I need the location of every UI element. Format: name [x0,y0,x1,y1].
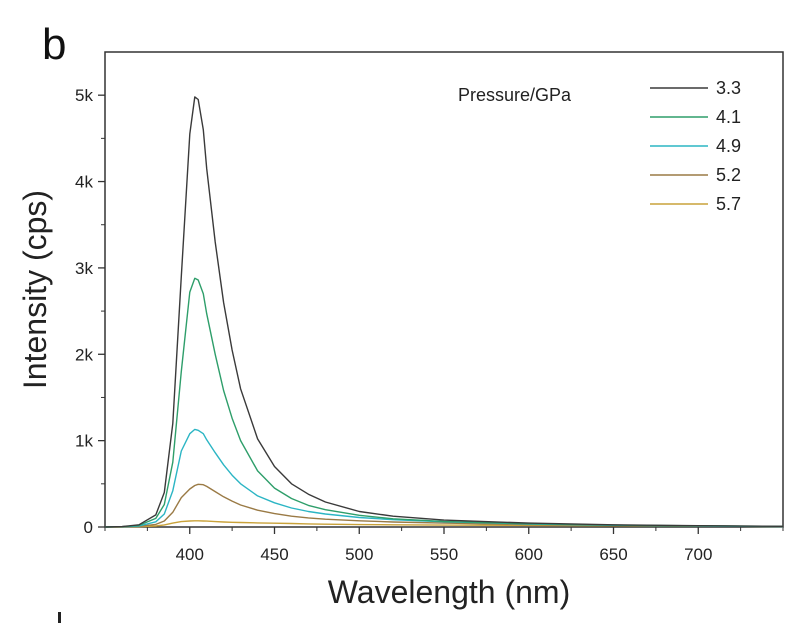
panel-label: b [42,20,67,69]
y-tick-label: 4k [75,173,93,192]
y-axis-label: Intensity (cps) [17,190,53,389]
axes: 400 450 500 550 600 650 700 0 1k 2k 3k 4k 5k Waveleng… [17,51,784,610]
y-tick-label: 3k [75,259,93,278]
legend: Pressure/GPa 3.3 4.1 4.9 5.2 5.7 [458,78,741,214]
legend-entry-label: 4.1 [716,107,741,127]
stray-mark [58,612,61,623]
y-tick-label: 0 [84,518,93,537]
series-line-5.7 [104,520,784,528]
x-tick-label: 400 [176,545,204,564]
x-axis-label: Wavelength (nm) [328,574,570,610]
series-line-4.9 [104,428,784,528]
x-tick-label: 600 [515,545,543,564]
plot-frame [104,51,784,528]
y-tick-label: 1k [75,432,93,451]
x-tick-label: 550 [430,545,458,564]
legend-title: Pressure/GPa [458,85,572,105]
legend-entry-label: 5.2 [716,165,741,185]
x-tick-label: 450 [260,545,288,564]
series-line-4.1 [104,277,784,528]
series-line-5.2 [104,483,784,528]
x-tick-label: 700 [684,545,712,564]
y-tick-label: 2k [75,345,93,364]
x-tick-label: 650 [599,545,627,564]
legend-entry-label: 4.9 [716,136,741,156]
series-lines [104,96,784,528]
legend-entry-label: 3.3 [716,78,741,98]
series-line-3.3 [104,96,784,528]
y-tick-label: 5k [75,86,93,105]
legend-entry-label: 5.7 [716,194,741,214]
x-tick-label: 500 [345,545,373,564]
